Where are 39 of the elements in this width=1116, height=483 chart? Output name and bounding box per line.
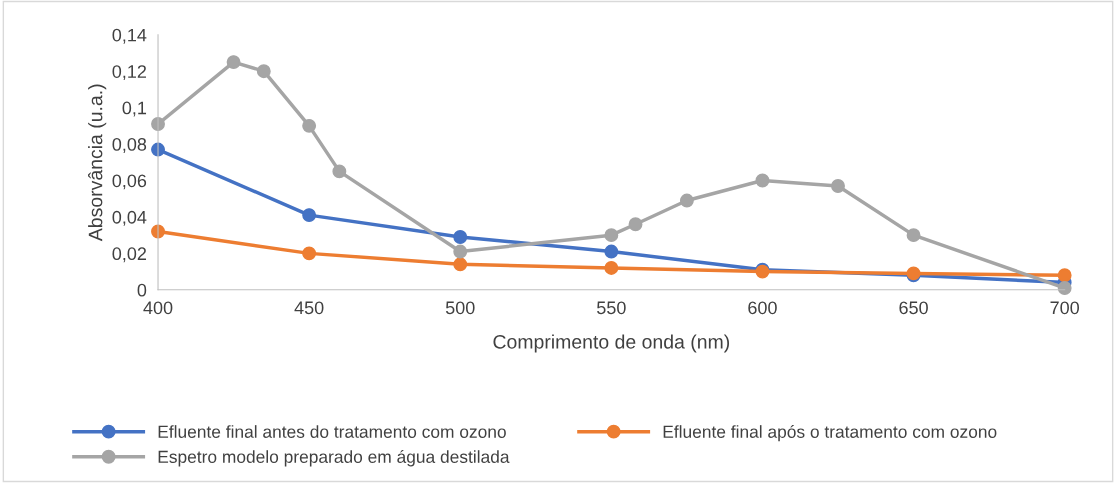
y-tick-label: 0,08: [112, 138, 147, 153]
point: [302, 118, 317, 133]
legend-label: Efluente final após o tratamento com ozono: [663, 424, 997, 442]
y-tick-label: 0,04: [112, 210, 147, 226]
point: [453, 244, 468, 259]
y-tick-label: 0,02: [112, 247, 147, 263]
x-tick-label: 400: [143, 301, 173, 315]
point: [453, 257, 468, 272]
x-tick-label: 650: [899, 301, 928, 315]
point: [604, 260, 619, 275]
y-tick-label: 0,12: [112, 65, 147, 81]
y-tick-label: 0,06: [112, 174, 147, 190]
point: [226, 55, 241, 70]
point: [906, 228, 921, 243]
point: [831, 179, 845, 193]
y-tick-label: 0,14: [112, 28, 147, 44]
y-axis-title: Absorvância (u.a.): [88, 84, 107, 242]
point: [679, 193, 694, 208]
point: [604, 244, 619, 259]
point: [302, 246, 317, 261]
x-tick-label: 550: [597, 301, 626, 315]
x-tick-label: 450: [294, 301, 324, 315]
point: [1057, 281, 1072, 295]
x-tick-label: 500: [445, 301, 475, 315]
x-axis-title: Comprimento de onda (nm): [493, 334, 730, 353]
point: [1057, 268, 1072, 283]
point: [332, 164, 347, 179]
point: [755, 173, 770, 188]
x-tick-label: 600: [748, 301, 777, 315]
point: [628, 217, 643, 232]
y-tick-label: 0,1: [122, 101, 147, 117]
legend-label: Efluente final antes do tratamento com ozono: [158, 425, 506, 438]
point: [604, 228, 619, 243]
y-tick-label: 0: [137, 283, 147, 297]
point: [302, 208, 317, 223]
point: [453, 230, 468, 244]
point: [256, 64, 271, 79]
x-tick-label: 700: [1050, 301, 1080, 315]
legend-label: Espetro modelo preparado em água destilada: [158, 450, 510, 467]
